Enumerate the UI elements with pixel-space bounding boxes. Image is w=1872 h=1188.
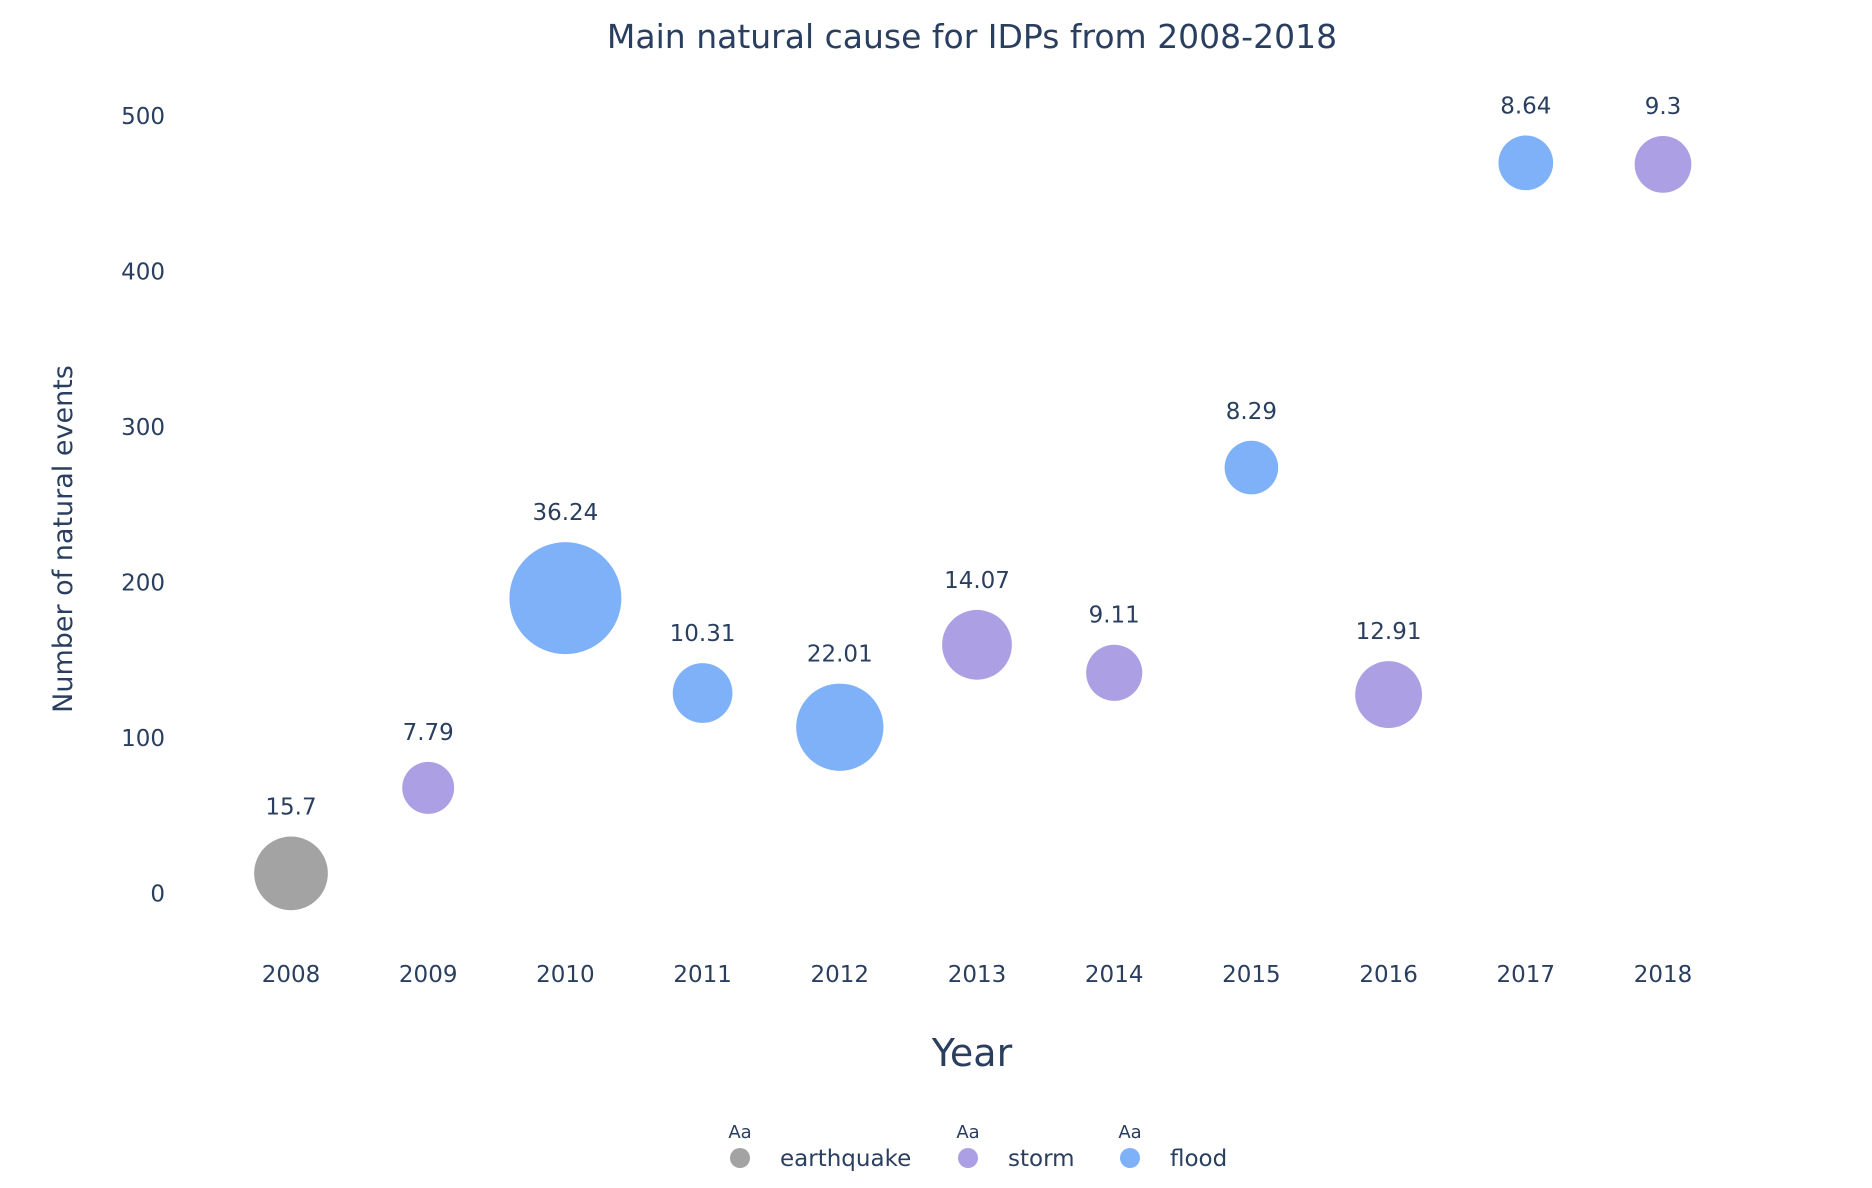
y-tick-label: 400 bbox=[121, 260, 165, 286]
legend-symbol-text: Aa bbox=[956, 1122, 979, 1143]
x-axis-ticks: 2008 2009 2010 2011 2012 2013 2014 2015 2016 2017… bbox=[262, 962, 1693, 988]
x-tick-label: 2013 bbox=[948, 962, 1007, 988]
data-label: 10.31 bbox=[670, 621, 736, 647]
bubble-storm bbox=[1634, 136, 1692, 193]
bubble-storm bbox=[402, 761, 455, 814]
data-label: 14.07 bbox=[944, 568, 1010, 594]
legend-label: earthquake bbox=[780, 1146, 911, 1172]
x-tick-label: 2018 bbox=[1634, 962, 1693, 988]
x-tick-label: 2017 bbox=[1497, 962, 1556, 988]
x-tick-label: 2012 bbox=[811, 962, 870, 988]
x-tick-label: 2015 bbox=[1222, 962, 1281, 988]
x-tick-label: 2009 bbox=[399, 962, 458, 988]
data-label: 9.3 bbox=[1645, 94, 1682, 120]
bubble-flood bbox=[672, 663, 733, 723]
bubble-storm bbox=[1086, 644, 1143, 701]
y-axis-title: Number of natural events bbox=[48, 365, 79, 713]
data-label: 8.64 bbox=[1500, 93, 1551, 119]
bubble-earthquake bbox=[254, 836, 328, 911]
x-tick-label: 2014 bbox=[1085, 962, 1144, 988]
legend-label: storm bbox=[1008, 1146, 1075, 1172]
bubble-flood bbox=[796, 683, 884, 771]
y-tick-label: 200 bbox=[121, 571, 165, 597]
data-label: 22.01 bbox=[807, 642, 873, 668]
bubble-storm bbox=[942, 609, 1012, 680]
legend-item-storm[interactable]: Aa storm bbox=[956, 1122, 1074, 1172]
legend-marker bbox=[1120, 1148, 1140, 1168]
legend-label: flood bbox=[1170, 1146, 1227, 1172]
data-label: 36.24 bbox=[532, 500, 598, 526]
legend-item-earthquake[interactable]: Aa earthquake bbox=[728, 1122, 911, 1172]
x-tick-label: 2016 bbox=[1359, 962, 1418, 988]
y-axis-ticks: 0 100 200 300 400 500 bbox=[121, 104, 165, 907]
legend-symbol-text: Aa bbox=[1118, 1122, 1141, 1143]
x-tick-label: 2010 bbox=[536, 962, 595, 988]
y-tick-label: 100 bbox=[121, 726, 165, 752]
bubble-flood bbox=[509, 542, 622, 655]
bubble-storm bbox=[1355, 661, 1423, 728]
legend: Aa earthquake Aa storm Aa flood bbox=[728, 1122, 1227, 1172]
chart-title: Main natural cause for IDPs from 2008-20… bbox=[607, 17, 1337, 56]
y-tick-label: 0 bbox=[150, 882, 165, 908]
legend-symbol-text: Aa bbox=[728, 1122, 751, 1143]
bubble-flood bbox=[1224, 440, 1279, 495]
x-tick-label: 2011 bbox=[673, 962, 732, 988]
data-label: 15.7 bbox=[265, 795, 316, 821]
legend-item-flood[interactable]: Aa flood bbox=[1118, 1122, 1227, 1172]
legend-marker bbox=[730, 1148, 750, 1168]
data-labels: 15.7 7.79 36.24 10.31 22.01 14.07 9.11 8.29 12.9… bbox=[265, 93, 1681, 820]
data-label: 9.11 bbox=[1089, 603, 1140, 629]
data-label: 12.91 bbox=[1356, 619, 1422, 645]
y-tick-label: 300 bbox=[121, 415, 165, 441]
bubble-flood bbox=[1498, 135, 1554, 191]
data-label: 7.79 bbox=[403, 720, 454, 746]
y-tick-label: 500 bbox=[121, 104, 165, 130]
bubbles bbox=[254, 135, 1692, 911]
x-tick-label: 2008 bbox=[262, 962, 321, 988]
x-axis-title: Year bbox=[931, 1031, 1013, 1075]
legend-marker bbox=[958, 1148, 978, 1168]
data-label: 8.29 bbox=[1226, 399, 1277, 425]
